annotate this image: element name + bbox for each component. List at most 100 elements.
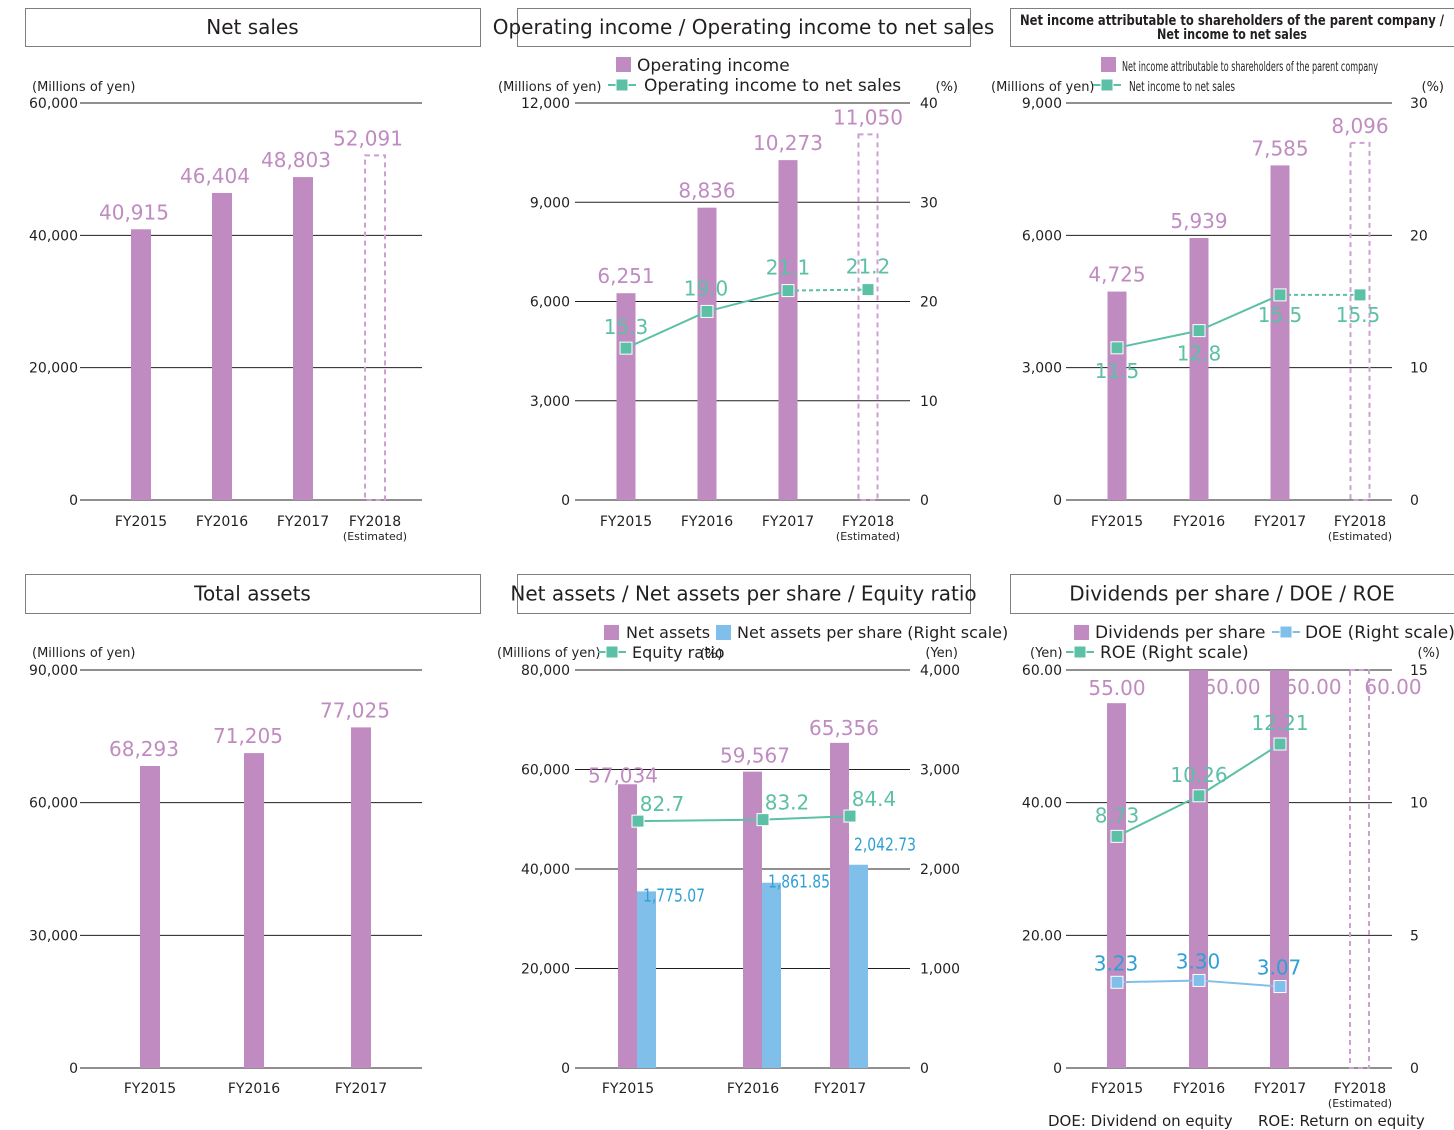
x-tick-note: (Estimated): [836, 530, 900, 543]
y-tick-label: 60.00: [1022, 663, 1062, 679]
y-tick-label: 9,000: [530, 195, 570, 211]
bar-value-label: 48,803: [261, 148, 331, 172]
x-tick-label: FY2015: [1091, 1081, 1143, 1097]
x-tick-label: FY2015: [602, 1081, 654, 1097]
bar-value-label: 60.00: [1284, 675, 1341, 699]
roe-value-label: 12.21: [1251, 711, 1308, 735]
x-tick-label: FY2015: [124, 1081, 176, 1097]
bar: [1270, 670, 1289, 1068]
line-marker: [1192, 324, 1206, 338]
x-tick-label: FY2016: [196, 514, 248, 530]
y-axis-unit: (Millions of yen): [991, 80, 1095, 95]
bar: [1189, 238, 1209, 500]
chart-title: Net income to net sales: [1157, 27, 1307, 43]
y-axis-unit: (Millions of yen): [497, 646, 601, 661]
roe-marker: [1192, 789, 1206, 803]
x-tick-note: (Estimated): [1328, 530, 1392, 543]
line-marker: [1353, 288, 1367, 302]
bar-value-label: 4,725: [1088, 263, 1145, 287]
bar: [140, 765, 160, 1068]
line-value-label: 21.2: [846, 255, 891, 279]
bar: [1189, 670, 1208, 1068]
bar-value-label: 40,915: [99, 200, 169, 224]
bar-value-label: 8,096: [1331, 114, 1388, 138]
x-tick-label: FY2016: [1173, 1081, 1225, 1097]
bar: [131, 229, 151, 500]
y-tick-label: 12,000: [521, 96, 570, 112]
y-tick-label: 0: [69, 1061, 78, 1077]
bar-value-label: 59,567: [720, 744, 790, 768]
x-tick-label: FY2018: [842, 514, 894, 530]
chart-title-box: [1010, 8, 1454, 47]
y-tick-label: 0: [1053, 1061, 1062, 1077]
line-value-label: 83.2: [765, 791, 810, 815]
roe-line-segment: [1116, 794, 1200, 838]
bar: [293, 177, 313, 500]
line-segment: [1198, 293, 1281, 332]
y-tick-label: 20,000: [521, 962, 570, 978]
legend-label: ROE (Right scale): [1100, 643, 1249, 663]
x-tick-label: FY2016: [681, 514, 733, 530]
line-value-label: 12.8: [1177, 342, 1222, 366]
bar-value-label: 57,034: [588, 763, 658, 787]
chart-title: Net sales: [206, 15, 298, 39]
bar-net-assets: [743, 771, 762, 1068]
line-value-label: 15.5: [1336, 303, 1381, 327]
y2-tick-label: 0: [920, 493, 929, 509]
bar-value-label: 6,251: [597, 264, 654, 288]
legend-marker: [1073, 645, 1087, 659]
chart-title-box: [517, 574, 971, 614]
line-segment: [637, 818, 764, 823]
y-tick-label: 40,000: [521, 862, 570, 878]
y2-tick-label: 30: [920, 195, 938, 211]
line-value-label: 84.4: [852, 787, 897, 811]
chart-dividends: Dividends per share / DOE / ROE 0 20.00 40.…: [1010, 574, 1454, 1130]
line-marker: [1110, 341, 1124, 355]
doe-line-segment: [1198, 979, 1281, 988]
x-tick-note: (Estimated): [1328, 1097, 1392, 1110]
line-marker: [700, 304, 714, 318]
bar-value-label: 52,091: [333, 126, 403, 150]
legend-label: Net income to net sales: [1129, 80, 1235, 95]
y-tick-label: 6,000: [530, 295, 570, 311]
y2-tick-label: 1,000: [920, 962, 960, 978]
y-tick-label: 20,000: [29, 361, 78, 377]
y2-tick-label: 2,000: [920, 862, 960, 878]
bar-estimated: [1349, 669, 1370, 1069]
y-tick-label: 60,000: [521, 763, 570, 779]
doe-marker: [1192, 973, 1206, 987]
roe-value-label: 8.73: [1095, 803, 1140, 827]
legend-marker: [615, 78, 629, 92]
legend-swatch: [1074, 625, 1089, 640]
x-tick-label: FY2016: [228, 1081, 280, 1097]
x-tick-label: FY2015: [115, 514, 167, 530]
x-tick-label: FY2017: [1254, 1081, 1306, 1097]
bar-value-label: 71,205: [213, 724, 283, 748]
y-tick-label: 0: [561, 493, 570, 509]
chart-title: Operating income / Operating income to n…: [493, 15, 995, 39]
legend-swatch: [716, 625, 731, 640]
roe-marker: [1110, 829, 1124, 843]
chart-title: Net income attributable to shareholders …: [1020, 13, 1445, 29]
y2-tick-label: 10: [1410, 796, 1428, 812]
y-tick-label: 20.00: [1022, 928, 1062, 944]
line-marker: [861, 283, 875, 297]
chart-title: Net assets / Net assets per share / Equi…: [510, 582, 976, 606]
y-tick-label: 30,000: [29, 928, 78, 944]
bar-estimated: [364, 154, 386, 502]
bar: [1107, 291, 1127, 500]
y-tick-label: 80,000: [521, 663, 570, 679]
line-marker: [756, 813, 770, 827]
legend-label: Dividends per share: [1095, 623, 1265, 643]
bar-value-label: 55.00: [1088, 676, 1145, 700]
y2-axis-unit: (%): [1422, 80, 1445, 95]
x-tick-label: FY2017: [335, 1081, 387, 1097]
line-segment: [625, 310, 708, 350]
x-tick-label: FY2017: [1254, 514, 1306, 530]
y2-axis-unit: (%): [1418, 646, 1441, 661]
x-tick-label: FY2016: [727, 1081, 779, 1097]
y-tick-label: 40.00: [1022, 796, 1062, 812]
roe-marker: [1273, 737, 1287, 751]
line-value-label: 21.1: [766, 256, 811, 280]
legend-unit: (%): [700, 647, 723, 662]
